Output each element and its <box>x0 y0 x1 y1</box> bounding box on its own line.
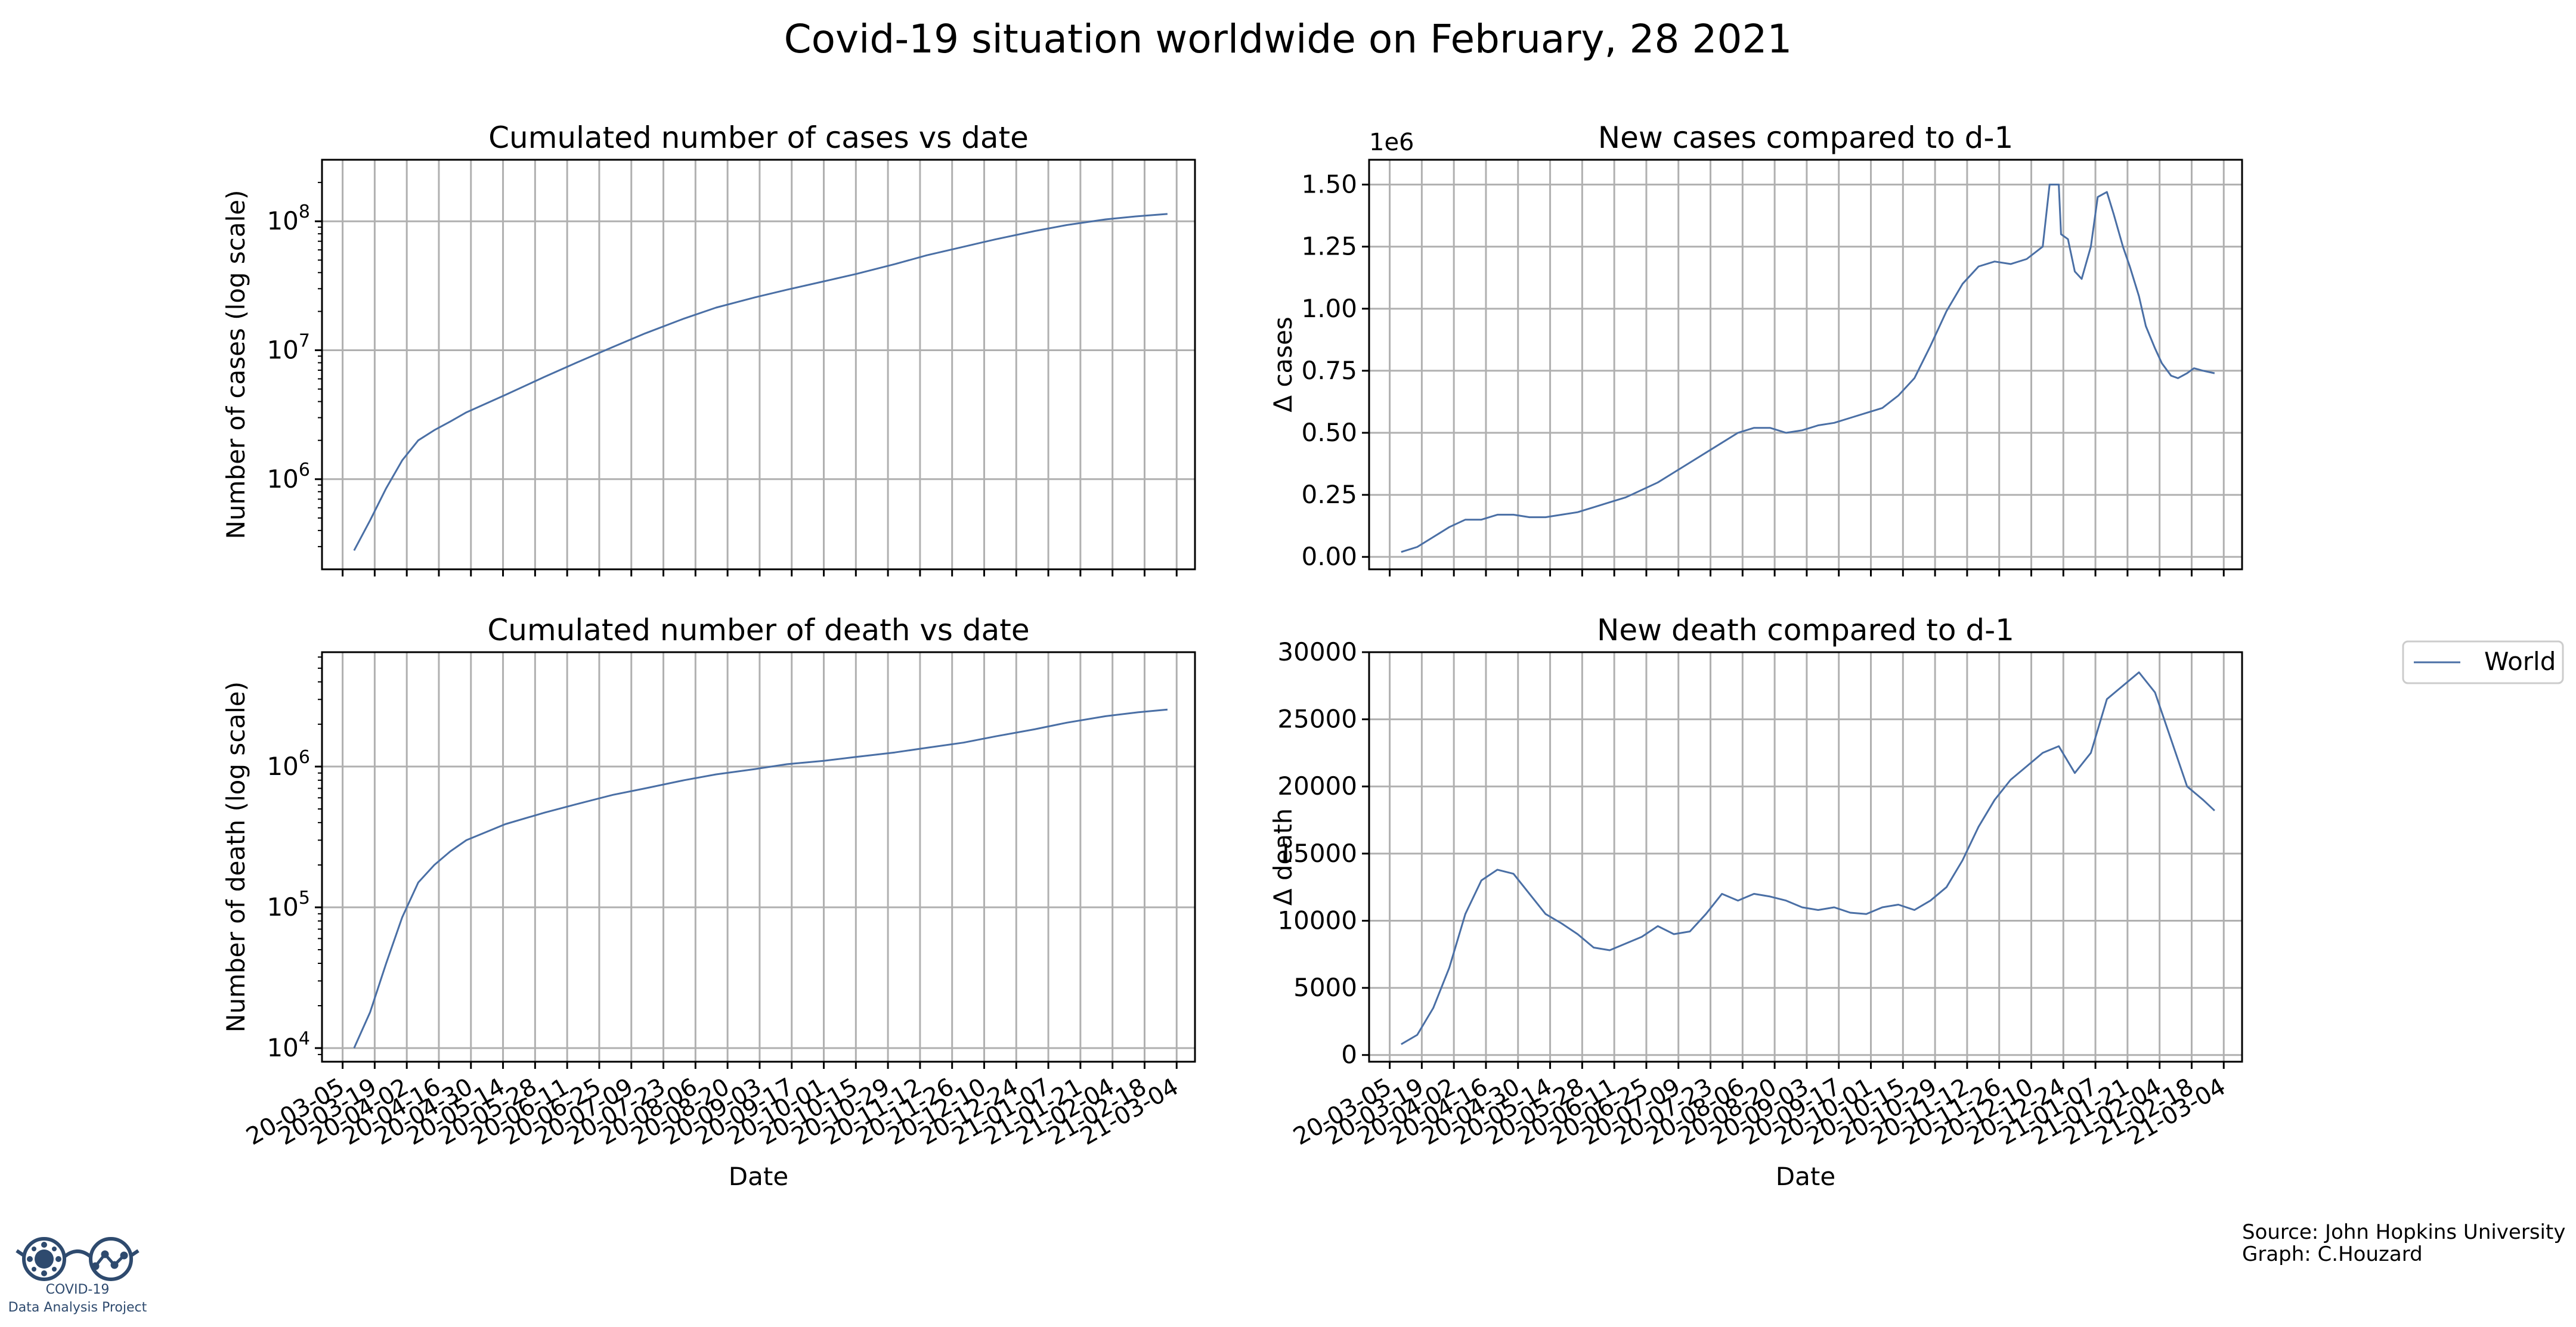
panel-new-death: 20-03-0520-03-1920-04-0220-04-1620-04-30… <box>1268 613 2243 1191</box>
y-tick-label: 15000 <box>1277 839 1357 868</box>
y-tick-label: 0.00 <box>1301 542 1357 571</box>
y-tick-label: 0 <box>1341 1040 1357 1069</box>
y-tick-label: 0.25 <box>1301 480 1357 509</box>
panel-cumulated-cases: 106 107 108 Cumulated number of cases vs da… <box>221 120 1196 576</box>
figure-title: Covid-19 situation worldwide on February… <box>784 16 1792 62</box>
covid-analysis-logo: COVID-19 Data Analysis Project <box>8 1237 147 1315</box>
series-line-world <box>353 213 1168 551</box>
y-tick-label: 20000 <box>1277 771 1357 801</box>
virus-icon <box>27 1242 61 1276</box>
source-line: Source: John Hopkins University <box>2242 1220 2565 1244</box>
y-axis-label: Δ cases <box>1268 317 1298 413</box>
logo-title: COVID-19 <box>46 1282 110 1297</box>
panel-title: Cumulated number of death vs date <box>487 613 1029 647</box>
y-tick-label: 0.75 <box>1301 356 1357 385</box>
y-tick-label: 30000 <box>1277 637 1357 666</box>
legend: World <box>2402 640 2564 684</box>
series-line-world <box>353 708 1168 1049</box>
glasses-icon <box>16 1237 140 1281</box>
panel-cumulated-death: 20-03-0520-03-1920-04-0220-04-1620-04-30… <box>221 613 1196 1191</box>
y-tick-label: 106 <box>267 460 310 494</box>
y-tick-label: 0.50 <box>1301 418 1357 447</box>
panel-title: Cumulated number of cases vs date <box>488 120 1029 155</box>
axes-frame <box>321 651 1196 1063</box>
y-tick-label: 10000 <box>1277 906 1357 935</box>
y-tick-label: 1.25 <box>1301 232 1357 261</box>
x-axis-label: Date <box>1776 1162 1835 1191</box>
axes-frame <box>321 159 1196 571</box>
source-note: Source: John Hopkins University Graph: C… <box>2242 1220 2565 1266</box>
y-tick-label: 25000 <box>1277 705 1357 734</box>
y-offset-label: 1e6 <box>1369 129 1414 156</box>
y-tick-label: 1.50 <box>1301 170 1357 199</box>
y-tick-label: 105 <box>267 888 310 922</box>
y-axis-label: Δ death <box>1268 808 1298 906</box>
graph-credit-line: Graph: C.Houzard <box>2242 1242 2423 1266</box>
y-axis-label: Number of death (log scale) <box>221 681 250 1033</box>
axes-frame <box>1368 159 2243 571</box>
y-tick-label: 104 <box>267 1028 310 1062</box>
y-tick-label: 106 <box>267 747 310 781</box>
panel-title: New cases compared to d-1 <box>1598 120 2014 155</box>
axes-frame <box>1368 651 2243 1063</box>
series-line-world <box>1401 671 2215 1045</box>
series-line-world <box>1401 184 2215 553</box>
y-tick-label: 5000 <box>1293 973 1357 1002</box>
y-tick-label: 1.00 <box>1301 294 1357 323</box>
y-tick-label: 108 <box>267 201 310 235</box>
legend-frame <box>2402 640 2564 684</box>
panel-new-cases: 0.00 0.25 0.50 0.75 1.00 1.25 1.50 New cases co… <box>1268 120 2243 576</box>
y-axis-label: Number of cases (log scale) <box>221 190 250 539</box>
panel-title: New death compared to d-1 <box>1597 613 2014 647</box>
x-axis-label: Date <box>729 1162 788 1191</box>
legend-entry-world: World <box>2484 647 2556 676</box>
y-tick-label: 107 <box>267 331 310 365</box>
logo-subtitle: Data Analysis Project <box>8 1300 147 1315</box>
trend-line-icon <box>91 1250 128 1270</box>
